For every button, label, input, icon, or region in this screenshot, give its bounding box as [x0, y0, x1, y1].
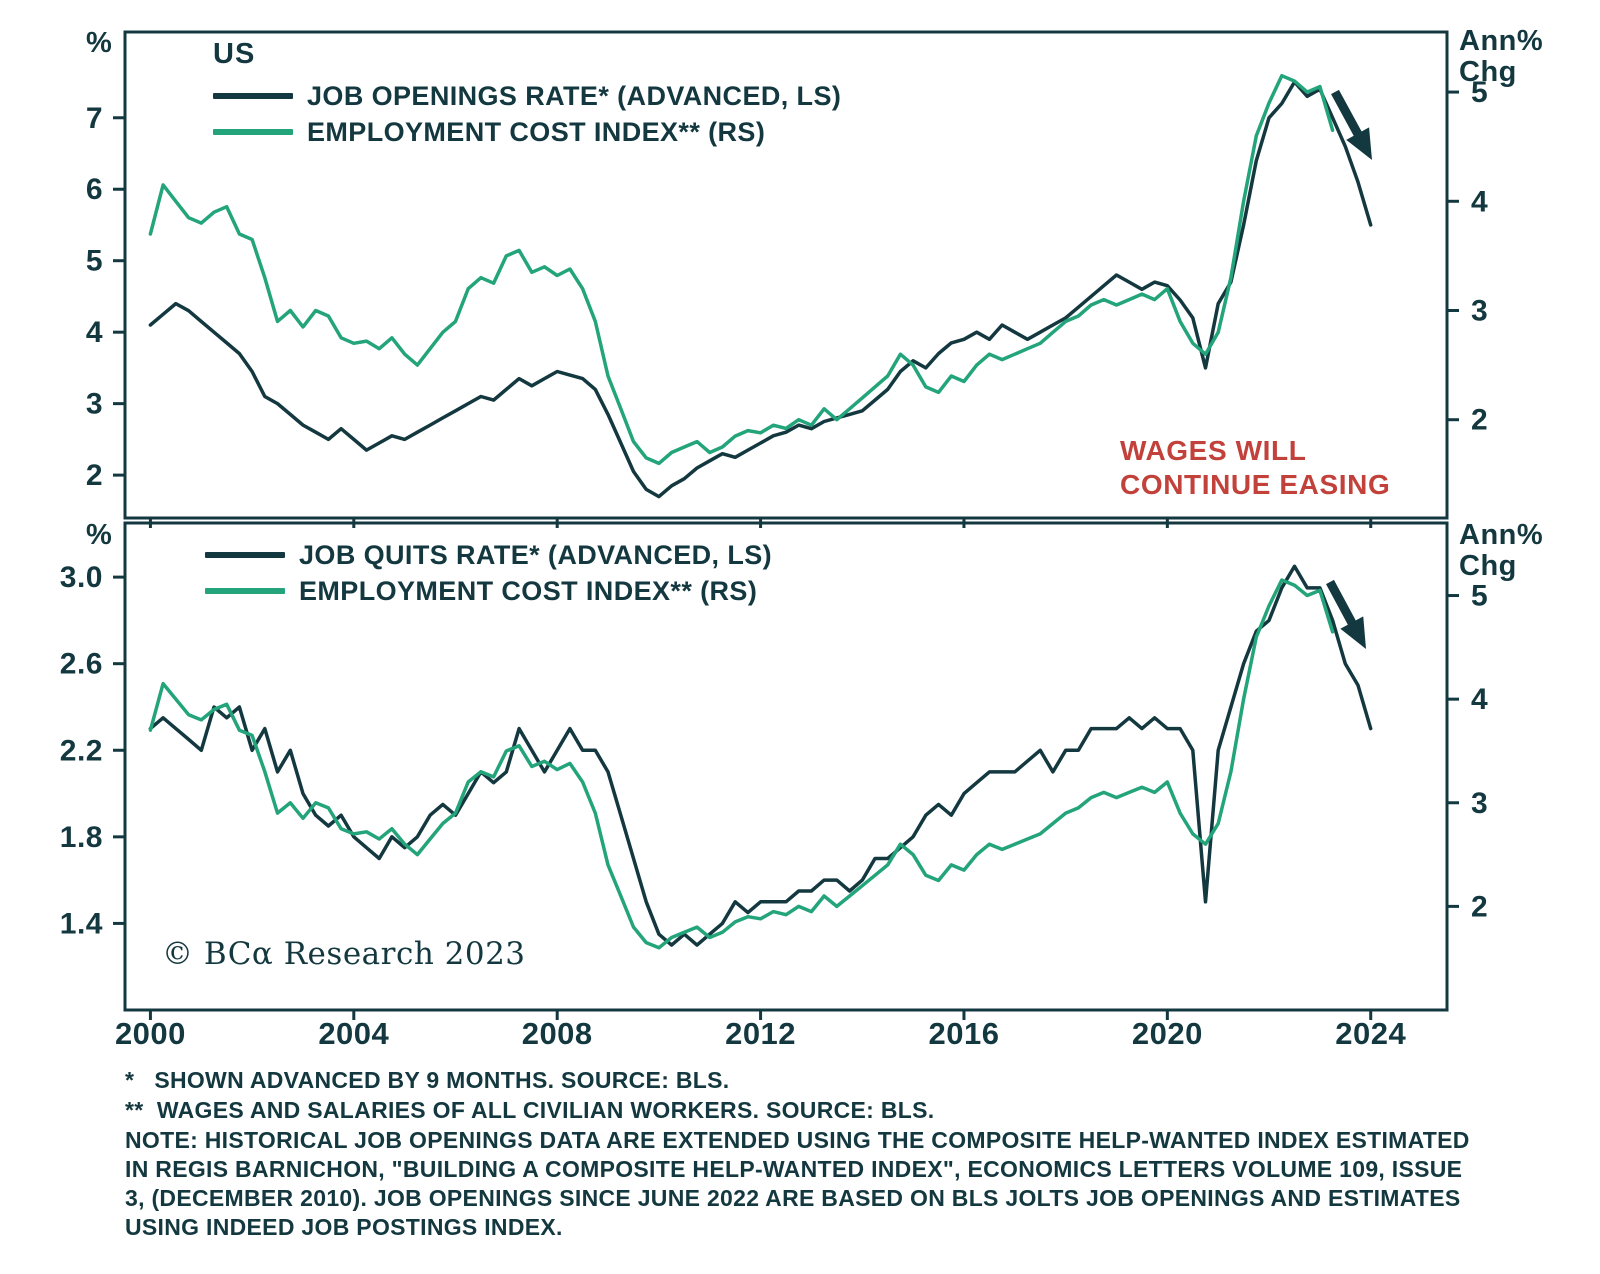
bottom-left-axis-unit: % [86, 519, 113, 551]
svg-text:3: 3 [1471, 787, 1488, 820]
copyright-notice: © BCα Research 2023 [162, 936, 526, 972]
svg-text:2024: 2024 [1335, 1016, 1406, 1051]
job-quits-legend-label: JOB QUITS RATE* (ADVANCED, LS) [299, 539, 773, 570]
svg-text:2: 2 [1471, 404, 1488, 437]
footnotes: * SHOWN ADVANCED BY 9 MONTHS. SOURCE: BL… [125, 1066, 1480, 1243]
bottom-right-axis-unit-line2: Chg [1459, 550, 1517, 582]
eci-legend-label-bottom: EMPLOYMENT COST INDEX** (RS) [299, 575, 758, 606]
bottom-right-axis-unit: Ann% Chg [1459, 520, 1543, 582]
svg-text:2020: 2020 [1132, 1016, 1203, 1051]
bottom-legend: JOB QUITS RATE* (ADVANCED, LS) EMPLOYMEN… [205, 540, 772, 606]
svg-text:5: 5 [1471, 580, 1488, 613]
wages-annotation-line2: CONTINUE EASING [1120, 469, 1391, 500]
svg-text:2: 2 [86, 459, 103, 492]
svg-text:2012: 2012 [725, 1016, 796, 1051]
top-left-axis-unit: % [86, 27, 113, 59]
legend-row-eci-top: EMPLOYMENT COST INDEX** (RS) [213, 117, 841, 147]
eci-legend-label-top: EMPLOYMENT COST INDEX** (RS) [307, 116, 766, 147]
svg-text:1.4: 1.4 [60, 907, 103, 940]
svg-text:2.6: 2.6 [60, 648, 103, 681]
svg-text:4: 4 [1471, 185, 1488, 218]
svg-text:3: 3 [86, 388, 103, 421]
svg-text:1.8: 1.8 [60, 821, 103, 854]
footnote-wages-salaries: ** WAGES AND SALARIES OF ALL CIVILIAN WO… [125, 1097, 935, 1123]
job-quits-line-swatch [205, 552, 285, 558]
svg-text:5: 5 [86, 245, 103, 278]
svg-text:3: 3 [1471, 294, 1488, 327]
top-legend: US JOB OPENINGS RATE* (ADVANCED, LS) EMP… [213, 38, 841, 147]
svg-text:2.2: 2.2 [60, 734, 103, 767]
country-label: US [213, 38, 256, 70]
job-openings-line-swatch [213, 93, 293, 99]
top-right-axis-unit-line1: Ann% [1459, 25, 1544, 57]
legend-row-job-openings: JOB OPENINGS RATE* (ADVANCED, LS) [213, 81, 841, 111]
footnote-note: NOTE: HISTORICAL JOB OPENINGS DATA ARE E… [125, 1127, 1470, 1240]
legend-row-eci-bottom: EMPLOYMENT COST INDEX** (RS) [205, 576, 772, 606]
svg-text:6: 6 [86, 173, 103, 206]
svg-text:2008: 2008 [522, 1016, 593, 1051]
top-right-axis-unit: Ann% Chg [1459, 26, 1543, 88]
svg-text:2: 2 [1471, 890, 1488, 923]
svg-text:2004: 2004 [318, 1016, 389, 1051]
svg-text:2016: 2016 [928, 1016, 999, 1051]
svg-text:2000: 2000 [115, 1016, 186, 1051]
svg-text:4: 4 [86, 316, 103, 349]
svg-text:3.0: 3.0 [60, 561, 103, 594]
bottom-right-axis-unit-line1: Ann% [1459, 519, 1544, 551]
svg-text:4: 4 [1471, 683, 1488, 716]
wages-annotation: WAGES WILL CONTINUE EASING [1120, 434, 1390, 502]
svg-text:7: 7 [86, 102, 103, 135]
job-openings-legend-label: JOB OPENINGS RATE* (ADVANCED, LS) [307, 80, 842, 111]
eci-line-swatch-bottom [205, 588, 285, 594]
footnote-advanced: * SHOWN ADVANCED BY 9 MONTHS. SOURCE: BL… [125, 1067, 730, 1093]
top-right-axis-unit-line2: Chg [1459, 56, 1517, 88]
eci-line-swatch-top [213, 129, 293, 135]
wages-annotation-line1: WAGES WILL [1120, 435, 1307, 466]
legend-row-job-quits: JOB QUITS RATE* (ADVANCED, LS) [205, 540, 772, 570]
